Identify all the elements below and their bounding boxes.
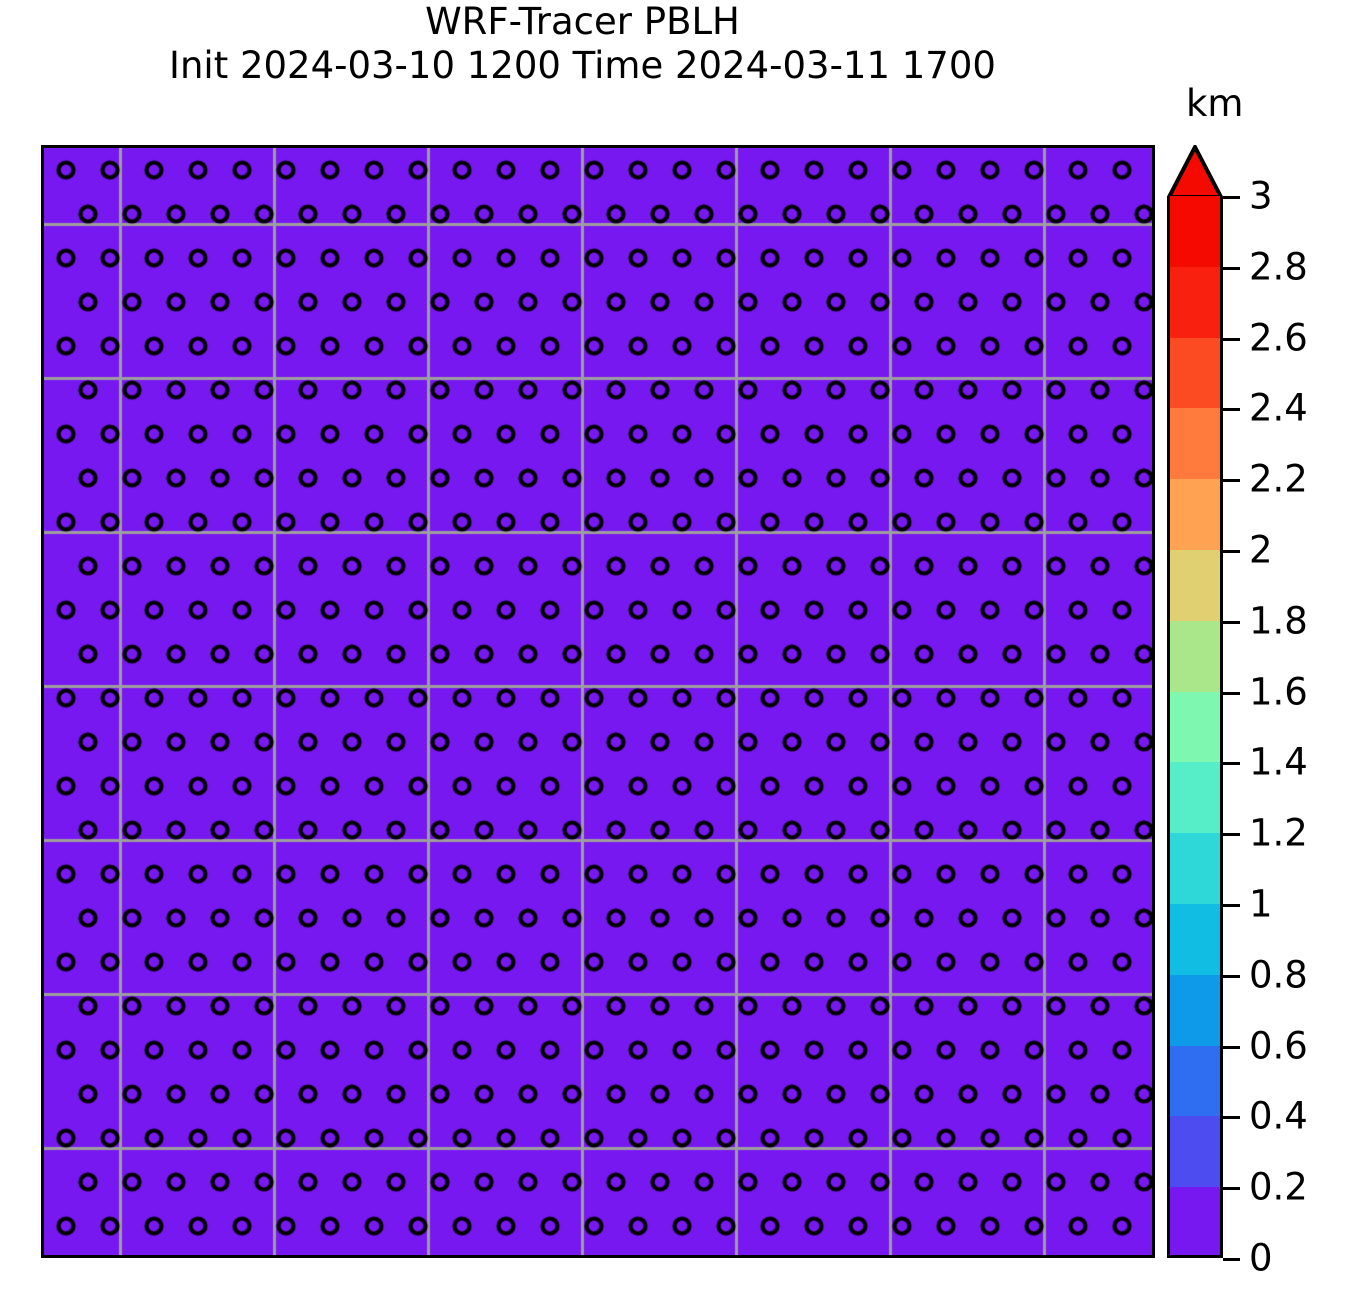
colorbar-tick-label: 2 [1249,528,1273,572]
colorbar-tick [1223,479,1240,483]
colorbar-tick [1223,408,1240,412]
map-plot-area [41,145,1155,1258]
colorbar-band [1170,337,1220,409]
colorbar-tick-axis: 3 2.8 2.6 2.4 2.2 2 1.8 1.6 1.4 1.2 1 0.8 0.6 0.4 0.2 0 [1223,145,1347,1277]
colorbar-tick-label: 1.6 [1249,670,1308,714]
colorbar-tick-label: 0.6 [1249,1024,1308,1068]
colorbar-band [1170,408,1220,480]
colorbar-tick-label: 1.8 [1249,599,1308,643]
wind-barb-overlay [44,148,1152,1255]
colorbar-tick-label: 0.4 [1249,1094,1308,1138]
colorbar-band [1170,974,1220,1046]
colorbar-tick [1223,974,1240,978]
colorbar-tick [1223,1116,1240,1120]
colorbar-tick [1223,1045,1240,1049]
colorbar-tick [1223,833,1240,837]
colorbar-band [1170,691,1220,763]
page-title: WRF-Tracer PBLH [425,0,740,43]
colorbar-tick-label: 0.2 [1249,1165,1308,1209]
colorbar-tick-label: 3 [1249,174,1273,218]
colorbar [1167,196,1223,1258]
colorbar-tick [1223,1187,1240,1191]
colorbar-tick-label: 2.2 [1249,457,1308,501]
colorbar-extend-max-arrow [1167,145,1223,199]
colorbar-tick [1223,196,1240,199]
colorbar-tick-label: 2.6 [1249,316,1308,360]
colorbar-tick [1223,620,1240,624]
colorbar-tick [1223,337,1240,341]
colorbar-tick [1223,1258,1240,1261]
colorbar-band [1170,1187,1220,1255]
colorbar-band [1170,1045,1220,1117]
colorbar-band [1170,762,1220,834]
colorbar-tick-label: 2.8 [1249,245,1308,289]
colorbar-band [1170,479,1220,550]
colorbar-tick [1223,904,1240,907]
colorbar-band [1170,266,1220,338]
colorbar-tick [1223,266,1240,270]
colorbar-tick [1223,550,1240,553]
colorbar-band [1170,549,1220,621]
colorbar-tick-label: 1.4 [1249,740,1308,784]
chart-title-block: WRF-Tracer PBLH Init 2024-03-10 1200 Tim… [0,0,1165,87]
colorbar-tick-label: 1 [1249,882,1273,926]
colorbar-tick [1223,691,1240,695]
colorbar-tick-label: 2.4 [1249,386,1308,430]
colorbar-band [1170,196,1220,267]
colorbar-band [1170,903,1220,975]
colorbar-tick [1223,762,1240,766]
chart-subtitle: Init 2024-03-10 1200 Time 2024-03-11 170… [169,43,996,87]
colorbar-tick-label: 0.8 [1249,953,1308,997]
colorbar-tick-label: 0 [1249,1236,1273,1280]
colorbar-band [1170,620,1220,692]
colorbar-unit-label: km [1186,82,1244,125]
colorbar-band [1170,1116,1220,1188]
colorbar-band [1170,833,1220,904]
colorbar-tick-label: 1.2 [1249,811,1308,855]
